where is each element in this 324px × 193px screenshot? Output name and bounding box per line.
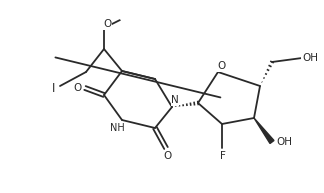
Text: N: N <box>171 95 179 105</box>
Text: O: O <box>103 19 111 29</box>
Text: N: N <box>171 95 179 105</box>
Text: F: F <box>220 151 226 161</box>
Text: O: O <box>73 83 81 93</box>
Text: I: I <box>52 81 56 95</box>
Text: methoxy: methoxy <box>113 10 147 19</box>
Text: OH: OH <box>302 53 318 63</box>
Text: I: I <box>52 81 56 95</box>
Text: O: O <box>73 83 81 93</box>
Text: O: O <box>218 61 226 71</box>
Polygon shape <box>254 118 274 144</box>
Text: OH: OH <box>302 53 318 63</box>
Text: OH: OH <box>276 137 292 147</box>
Text: F: F <box>220 151 226 161</box>
Text: O: O <box>164 151 172 161</box>
Text: O: O <box>218 61 226 71</box>
Text: OH: OH <box>276 137 292 147</box>
Text: O: O <box>118 12 126 22</box>
Text: NH: NH <box>110 123 124 133</box>
Text: O: O <box>164 151 172 161</box>
Text: NH: NH <box>110 123 124 133</box>
Text: O: O <box>103 19 111 29</box>
